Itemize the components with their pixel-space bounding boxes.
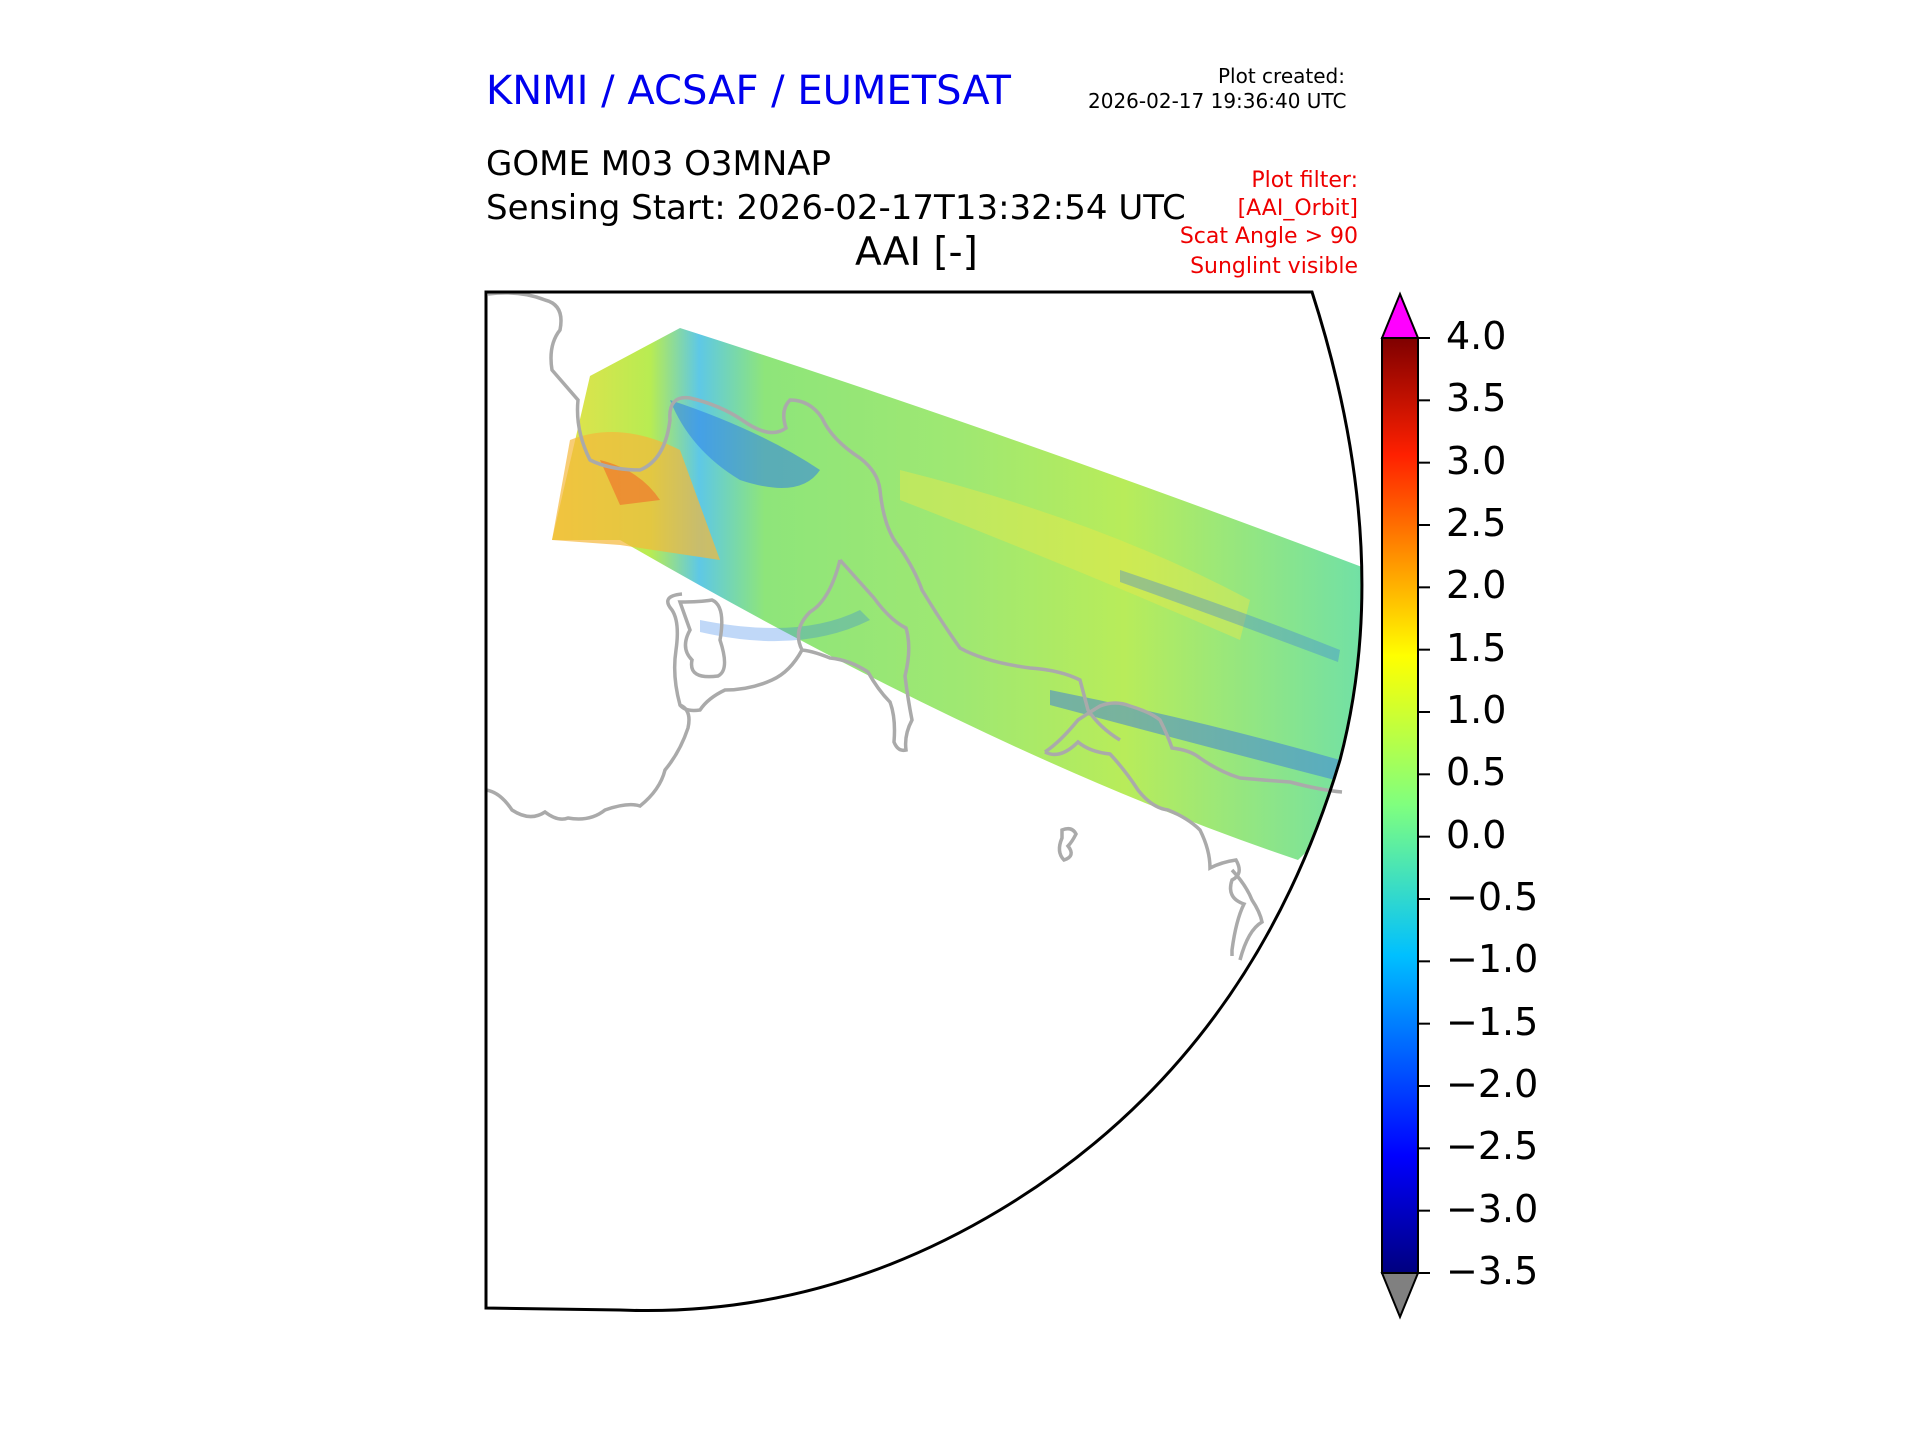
product-name: GOME M03 O3MNAP: [486, 144, 832, 184]
plot-filter-sunglint: Sunglint visible: [1190, 254, 1358, 279]
plot-created-time: 2026-02-17 19:36:40 UTC: [1088, 89, 1347, 113]
plot-filter-scat-angle: Scat Angle > 90: [1179, 224, 1358, 249]
colorbar-gradient: [1381, 337, 1419, 1274]
colorbar-tick-label: 0.5: [1446, 750, 1507, 795]
colorbar-tick-label: −1.5: [1446, 999, 1539, 1044]
plot-created-label: Plot created:: [1218, 64, 1345, 88]
aai-swath: [552, 328, 1362, 860]
colorbar-tick-label: −3.5: [1446, 1249, 1539, 1293]
sensing-start: Sensing Start: 2026-02-17T13:32:54 UTC: [486, 188, 1186, 228]
colorbar-tick-label: −2.0: [1446, 1062, 1539, 1106]
colorbar-tick-label: −3.0: [1446, 1186, 1539, 1231]
colorbar-tick-label: −0.5: [1446, 875, 1539, 919]
colorbar-over-extension: [1380, 291, 1420, 339]
coastlines: [485, 291, 1343, 961]
colorbar-tick-label: 0.0: [1446, 812, 1507, 857]
colorbar-tick-label: 3.0: [1446, 438, 1507, 483]
colorbar: [1380, 291, 1430, 1320]
plot-filter-name: [AAI_Orbit]: [1237, 196, 1358, 221]
colorbar-tick-label: 4.0: [1446, 314, 1507, 358]
colorbar-tick-label: 2.5: [1446, 501, 1507, 545]
quantity-title: AAI [-]: [855, 230, 978, 275]
map-domain-border: [484, 290, 1364, 1312]
colorbar-tick-label: −2.5: [1446, 1124, 1539, 1169]
colorbar-tick-label: 3.5: [1446, 376, 1507, 421]
colorbar-tick-label: 1.5: [1446, 625, 1507, 670]
colorbar-under-extension: [1380, 1272, 1420, 1320]
organisation-title: KNMI / ACSAF / EUMETSAT: [486, 68, 1011, 114]
colorbar-tick-label: −1.0: [1446, 937, 1539, 982]
plot-filter-label: Plot filter:: [1251, 168, 1358, 193]
colorbar-tick-label: 2.0: [1446, 563, 1507, 608]
colorbar-tick-label: 1.0: [1446, 688, 1507, 732]
